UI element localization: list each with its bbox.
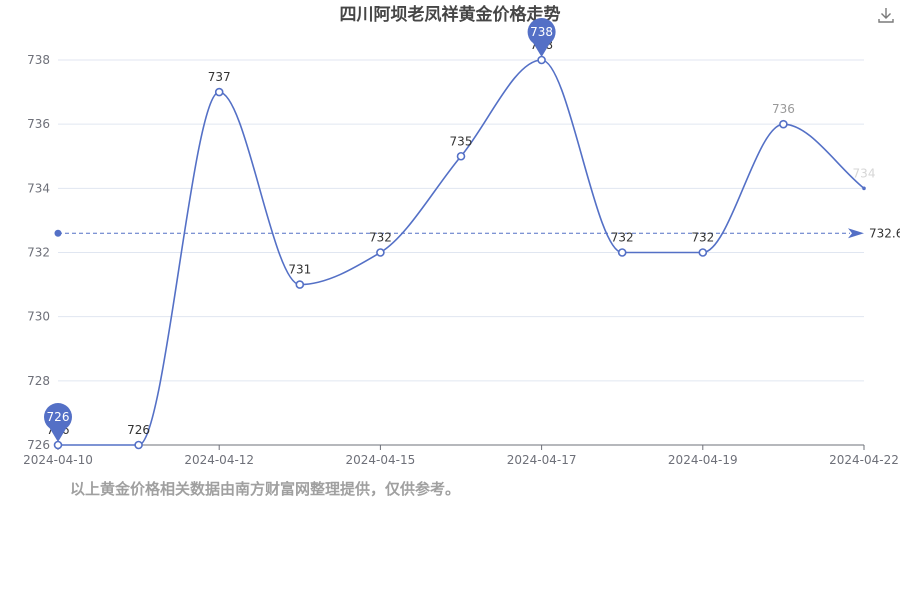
y-tick-label: 734	[27, 181, 50, 195]
x-tick-label: 2024-04-19	[668, 453, 738, 467]
max-pin-label: 738	[530, 25, 553, 39]
y-tick-label: 726	[27, 438, 50, 452]
y-tick-label: 732	[27, 246, 50, 260]
data-point	[698, 248, 708, 257]
y-tick-label: 728	[27, 374, 50, 388]
max-pin-head	[527, 18, 556, 46]
y-tick-label: 738	[27, 53, 50, 67]
data-label: 736	[772, 102, 795, 116]
x-tick-label: 2024-04-15	[346, 453, 416, 467]
min-pin-head	[44, 403, 72, 431]
max-pin: 738	[527, 18, 556, 57]
average-line: 732.6	[54, 226, 900, 240]
min-pin: 726	[44, 403, 72, 442]
data-label: 734	[853, 166, 876, 180]
data-point	[617, 248, 627, 257]
min-max-pins: 726 738	[44, 18, 556, 442]
x-axis: 2024-04-10 2024-04-12 2024-04-15 2024-04-17…	[23, 444, 899, 467]
average-start-dot	[54, 229, 62, 237]
series-line	[58, 59, 865, 446]
x-tick-label: 2024-04-17	[507, 453, 577, 467]
data-label: 735	[450, 134, 473, 148]
data-point	[53, 440, 63, 450]
data-point	[779, 119, 788, 129]
data-point	[376, 248, 385, 257]
average-label: 732.6	[869, 226, 900, 240]
max-pin-tail	[532, 42, 551, 57]
min-pin-tail	[49, 427, 67, 442]
data-point	[134, 440, 143, 450]
grid-lines	[58, 59, 864, 382]
data-point	[214, 87, 224, 97]
average-arrow	[848, 228, 864, 239]
footnote: 以上黄金价格相关数据由南方财富网整理提供，仅供参考。	[70, 480, 461, 498]
data-point	[537, 55, 546, 65]
data-points	[53, 55, 866, 450]
series-path	[58, 59, 865, 446]
x-tick-label: 2024-04-22	[829, 453, 899, 467]
data-label: 737	[208, 70, 231, 84]
data-label: 732	[369, 231, 392, 245]
data-point	[862, 186, 866, 191]
min-pin-label: 726	[47, 410, 70, 424]
y-tick-label: 736	[27, 117, 50, 131]
data-label: 731	[288, 263, 311, 277]
data-label: 732	[611, 231, 634, 245]
y-axis-labels: 726 728 730 732 734 736 738	[27, 53, 50, 452]
x-tick-label: 2024-04-12	[184, 453, 254, 467]
data-point	[295, 280, 305, 289]
download-icon[interactable]	[876, 5, 896, 25]
data-point	[456, 151, 466, 161]
chart-title: 四川阿坝老凤祥黄金价格走势	[340, 4, 561, 25]
y-tick-label: 730	[27, 310, 50, 324]
data-label: 726	[127, 423, 150, 437]
data-labels: 726726737731732735738732732736734	[47, 38, 876, 437]
data-label: 732	[691, 231, 714, 245]
x-tick-label: 2024-04-10	[23, 453, 93, 467]
